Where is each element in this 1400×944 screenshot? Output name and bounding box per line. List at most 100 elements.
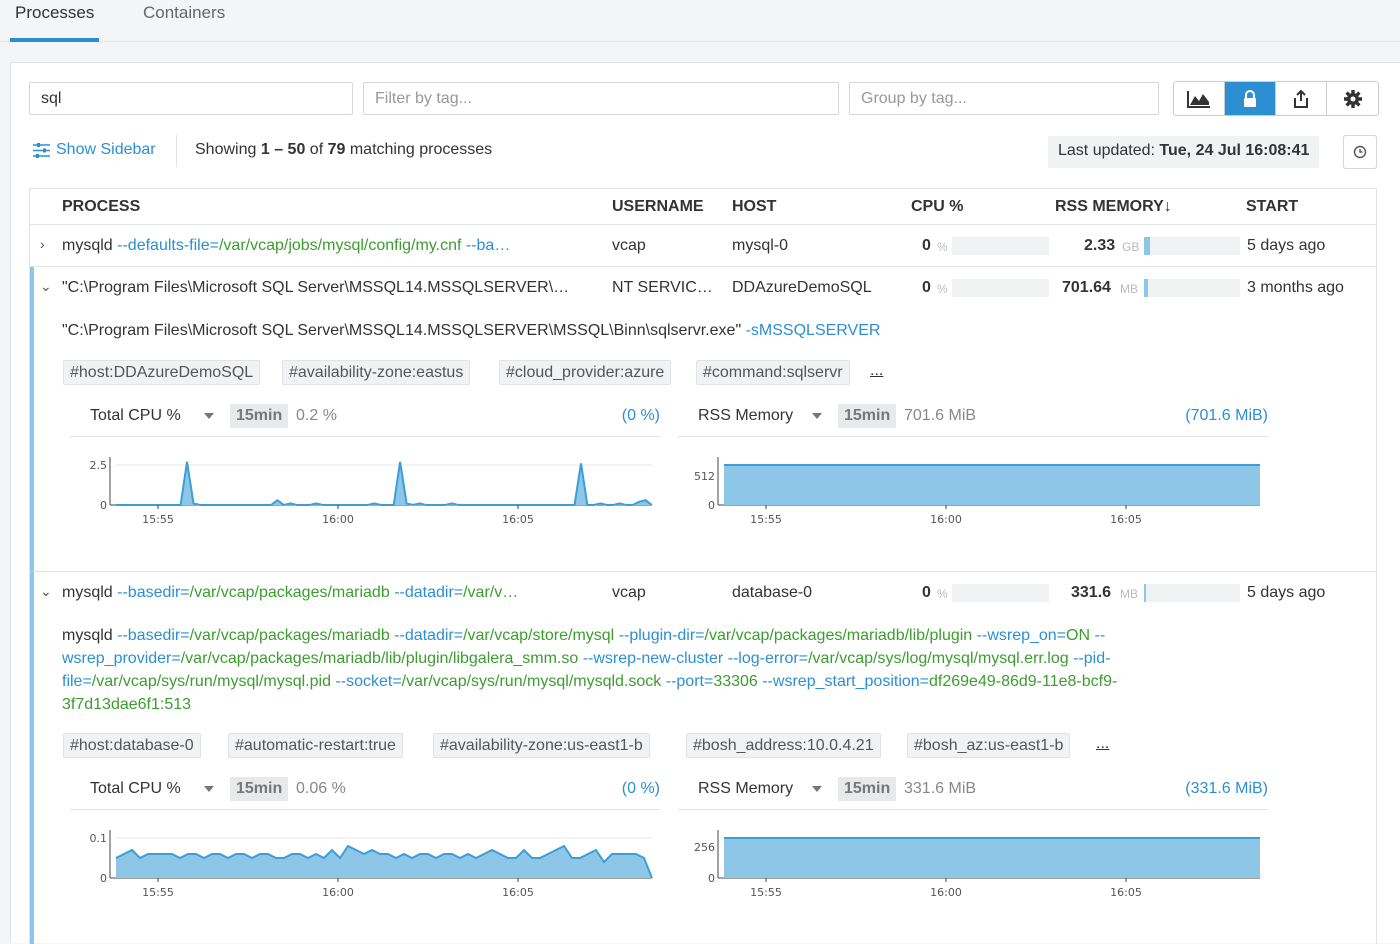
cmd-segment: wsrep_provider=	[62, 650, 181, 667]
series-line	[116, 461, 653, 507]
cpu-chart-current: (0 %)	[621, 407, 660, 424]
y-tick-label: 512	[694, 470, 715, 483]
cmd-segment: /var/vcap/sys/run/mysql/mysqld.sock	[401, 673, 666, 690]
username: vcap	[612, 584, 646, 601]
x-tick-label: 16:00	[930, 886, 962, 899]
clock-icon[interactable]	[1343, 135, 1377, 169]
col-host[interactable]: HOST	[732, 198, 777, 215]
cmd-segment: --wsrep-new-cluster	[582, 650, 728, 667]
tag[interactable]: #automatic-restart:true	[228, 733, 403, 758]
chevron-down-icon[interactable]: ⌄	[40, 278, 52, 294]
period-selector[interactable]: 15min	[838, 404, 897, 428]
table-row[interactable]: › mysqld --defaults-file=/var/vcap/jobs/…	[30, 225, 1376, 267]
cmd-segment: mysqld	[62, 627, 118, 644]
tab-processes[interactable]: Processes	[9, 0, 100, 42]
tag[interactable]: #availability-zone:eastus	[282, 360, 471, 385]
start-time: 5 days ago	[1247, 237, 1326, 254]
full-command-line: wsrep_provider=/var/vcap/packages/mariad…	[62, 647, 1292, 670]
x-tick-label: 16:05	[1110, 513, 1142, 526]
tag[interactable]: #cloud_provider:azure	[499, 360, 672, 385]
tag[interactable]: #bosh_az:us-east1-b	[907, 733, 1071, 758]
showing-total: 79	[327, 141, 346, 158]
tag[interactable]: #command:sqlservr	[696, 360, 850, 385]
x-tick-label: 15:55	[142, 886, 174, 899]
rss-bar	[1144, 584, 1240, 602]
col-username[interactable]: USERNAME	[612, 198, 704, 215]
rss-value: 331.6	[1071, 584, 1112, 601]
cmd-segment: /var/vcap/sys/log/mysql/mysql.err.log	[808, 650, 1074, 667]
lock-icon[interactable]	[1225, 82, 1276, 115]
x-tick-label: 15:55	[750, 886, 782, 899]
tag[interactable]: #availability-zone:us-east1-b	[433, 733, 650, 758]
filter-by-tag-input[interactable]: Filter by tag...	[363, 82, 839, 115]
gear-icon[interactable]	[1327, 82, 1378, 115]
chevron-down-icon[interactable]: ⌄	[40, 583, 52, 599]
period-selector[interactable]: 15min	[838, 777, 897, 801]
memory-chart-header: RSS Memory 15min 331.6 MiB (331.6 MiB)	[678, 770, 1268, 810]
start-time: 5 days ago	[1247, 584, 1326, 601]
cmd-value: /var/vcap/packages/mariadb	[189, 584, 390, 601]
cpu-unit: %	[937, 282, 948, 296]
memory-chart-current: (701.6 MiB)	[1185, 407, 1268, 424]
col-start[interactable]: START	[1246, 198, 1299, 215]
divider	[176, 135, 177, 167]
y-tick-label: 0	[100, 872, 107, 885]
more-tags-link[interactable]: ...	[1096, 735, 1110, 752]
period-selector[interactable]: 15min	[230, 404, 289, 428]
cmd-segment: /var/vcap/packages/mariadb/lib/plugin	[704, 627, 977, 644]
cmd-flag: --defaults-file=	[117, 237, 219, 254]
cmd-segment: /var/vcap/packages/mariadb/lib/plugin/li…	[180, 650, 583, 667]
cmd-segment: 3f7d13dae6f1:513	[62, 696, 192, 713]
col-process[interactable]: PROCESS	[62, 198, 141, 215]
showing-to: 50	[287, 141, 306, 158]
process-command: mysqld --basedir=/var/vcap/packages/mari…	[62, 584, 602, 602]
tag[interactable]: #host:database-0	[63, 733, 201, 758]
period-selector[interactable]: 15min	[230, 777, 289, 801]
x-tick-label: 15:55	[142, 513, 174, 526]
col-rss-memory[interactable]: RSS MEMORY↓	[1055, 198, 1172, 215]
memory-chart: 0 256 15:55 16:00 16:05	[694, 830, 1260, 899]
cmd-segment: /var/vcap/packages/mariadb	[189, 627, 395, 644]
x-tick-label: 16:00	[322, 513, 354, 526]
last-updated-label: Last updated:	[1058, 142, 1155, 159]
full-command-flag: -sMSSQLSERVER	[745, 322, 881, 339]
cpu-chart: 0 2.5 15:55 16:00 16:05	[90, 457, 653, 526]
rss-value: 701.64	[1062, 279, 1111, 296]
tab-bar: Processes Containers	[0, 0, 1400, 42]
show-sidebar-button[interactable]: Show Sidebar	[33, 141, 156, 159]
showing-of: of	[309, 141, 324, 158]
chevron-right-icon[interactable]: ›	[40, 236, 45, 252]
chevron-down-icon[interactable]	[812, 786, 822, 792]
table-row[interactable]: ⌄ "C:\Program Files\Microsoft SQL Server…	[30, 267, 1376, 309]
more-tags-link[interactable]: ...	[870, 362, 884, 379]
chevron-down-icon[interactable]	[204, 786, 214, 792]
cmd-segment: ON	[1066, 627, 1095, 644]
group-by-tag-input[interactable]: Group by tag...	[849, 82, 1159, 115]
col-cpu[interactable]: CPU %	[911, 198, 964, 215]
series-area	[116, 461, 652, 505]
tag[interactable]: #bosh_address:10.0.4.21	[686, 733, 881, 758]
rss-unit: GB	[1122, 240, 1140, 254]
cmd-segment: --socket=	[335, 673, 402, 690]
share-icon[interactable]	[1276, 82, 1327, 115]
chevron-down-icon[interactable]	[812, 413, 822, 419]
search-input[interactable]: sql	[29, 82, 353, 115]
rss-unit: MB	[1120, 587, 1138, 601]
tab-containers[interactable]: Containers	[143, 3, 226, 22]
full-command-line: mysqld --basedir=/var/vcap/packages/mari…	[62, 624, 1292, 647]
y-tick-label: 0	[708, 872, 715, 885]
area-chart-icon[interactable]	[1174, 82, 1225, 115]
memory-chart-current: (331.6 MiB)	[1185, 780, 1268, 797]
cpu-chart-value: 0.2 %	[296, 407, 337, 424]
cpu-bar	[952, 584, 1049, 602]
x-tick-label: 16:00	[930, 513, 962, 526]
table-row[interactable]: ⌄ mysqld --basedir=/var/vcap/packages/ma…	[30, 572, 1376, 614]
rss-bar-fill	[1144, 237, 1150, 255]
showing-dash: –	[274, 141, 284, 158]
y-tick-label: 2.5	[90, 459, 108, 472]
full-command-line: file=/var/vcap/sys/run/mysql/mysql.pid -…	[62, 670, 1292, 693]
cmd-segment: --	[1094, 627, 1106, 644]
tag[interactable]: #host:DDAzureDemoSQL	[63, 360, 261, 385]
chevron-down-icon[interactable]	[204, 413, 214, 419]
cmd-flag: --ba…	[465, 237, 511, 254]
